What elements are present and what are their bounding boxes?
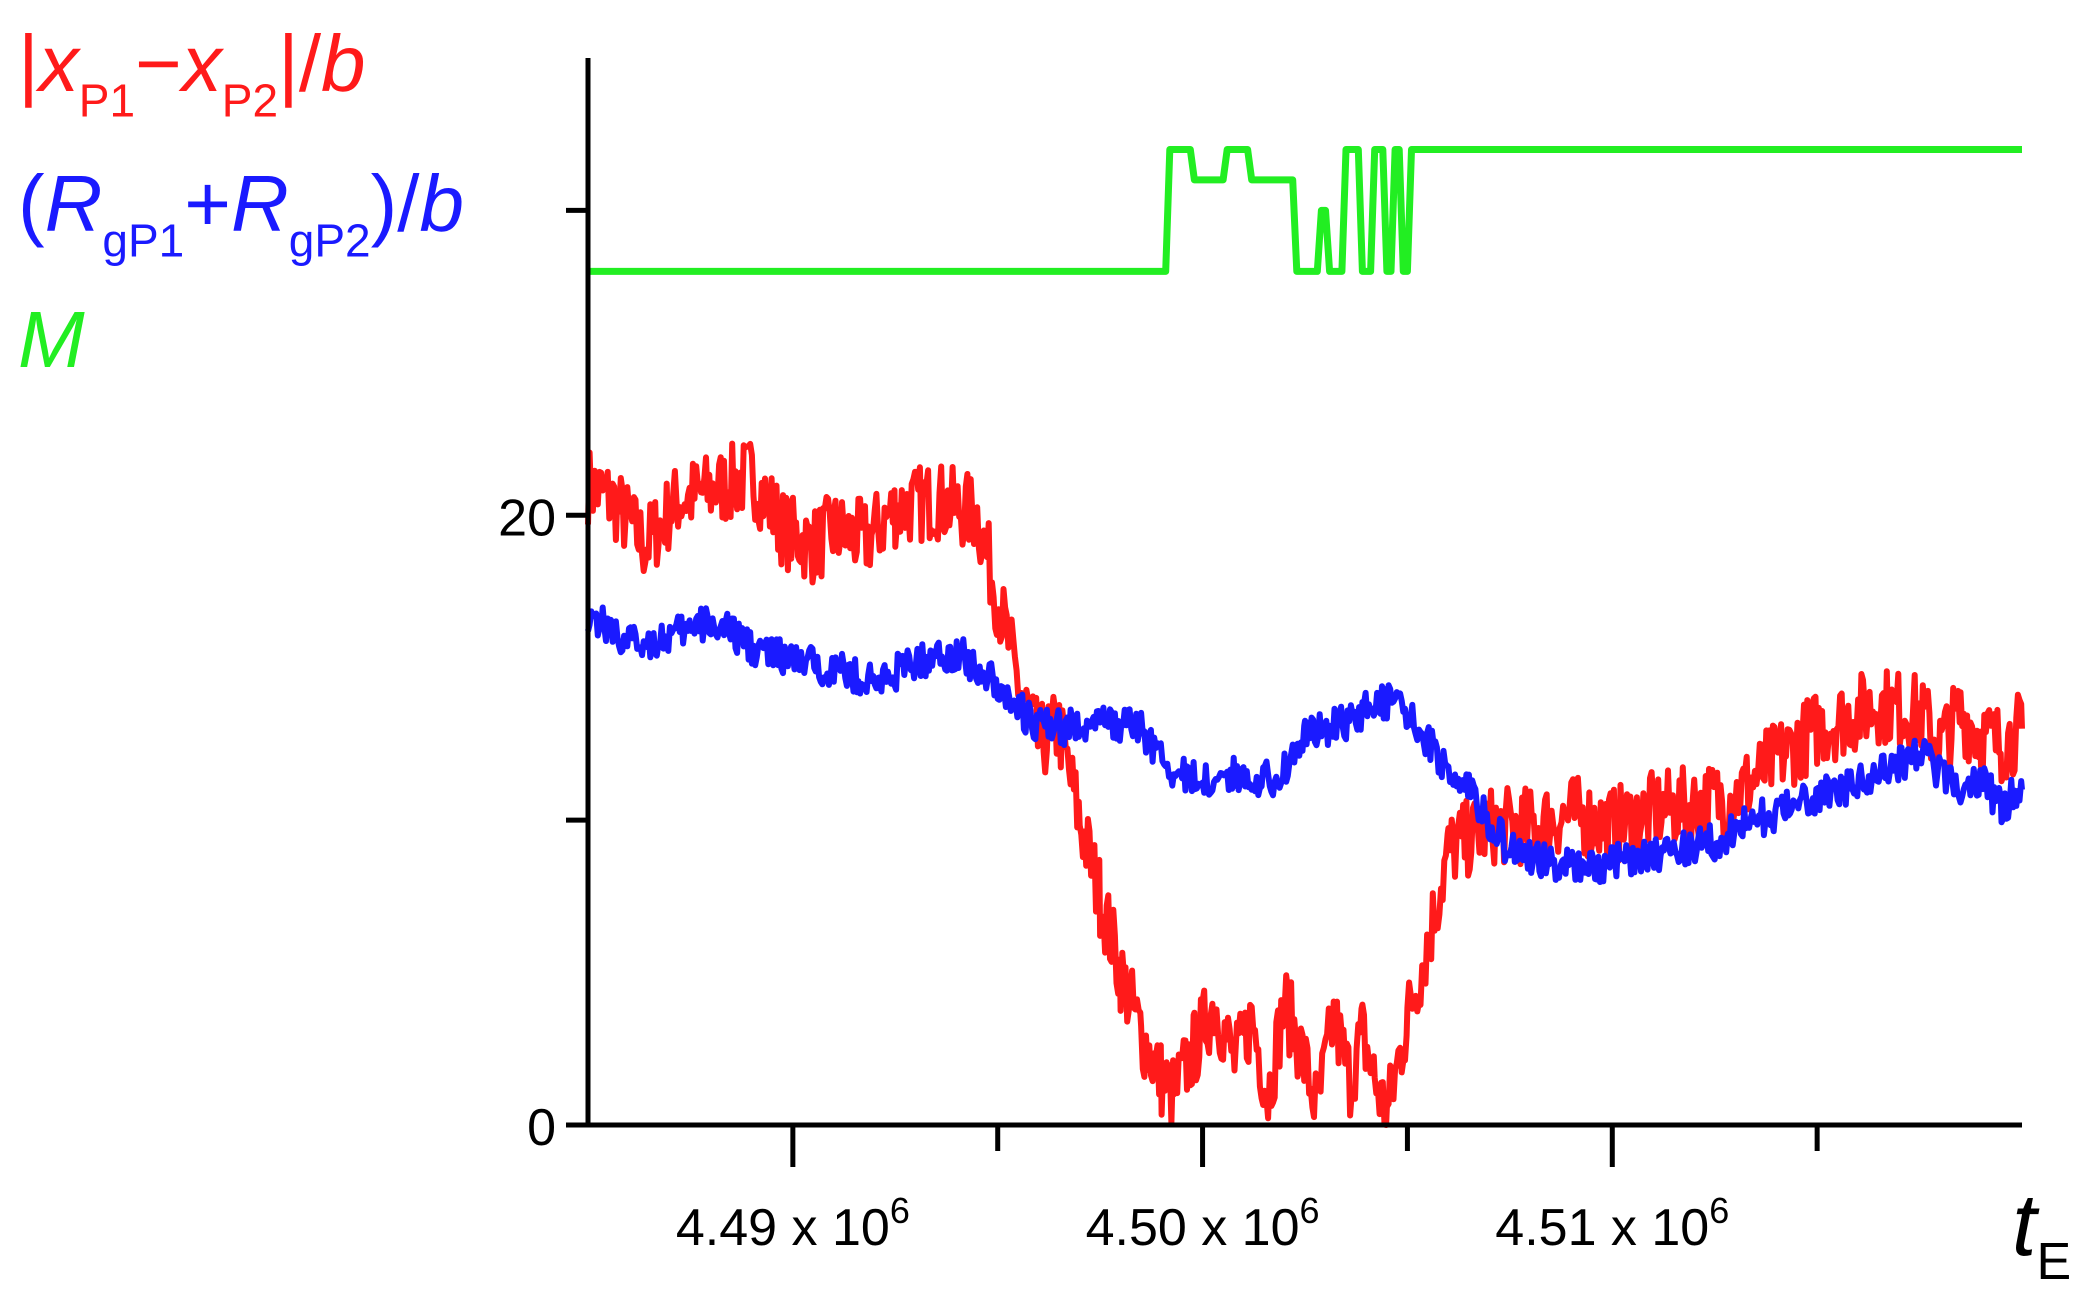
x-tick-label: 4.51 x 106: [1495, 1190, 1729, 1257]
legend-green: M: [18, 295, 85, 384]
x-axis-label: tE: [2012, 1175, 2071, 1291]
series-line-1: [585, 440, 2025, 1128]
series-line-3: [588, 146, 2022, 275]
tick-label-layer: 0 20 4.49 x 106 4.50 x 106 4.51 x 106: [498, 489, 1729, 1257]
axis-layer: [566, 58, 2022, 1167]
series-layer: [585, 146, 2025, 1128]
legend-blue: (RgP1+RgP2)/b: [18, 159, 465, 267]
x-tick-label: 4.50 x 106: [1086, 1190, 1320, 1257]
y-tick-label: 0: [527, 1099, 556, 1157]
x-tick-label: 4.49 x 106: [676, 1190, 910, 1257]
legend-red: |xP1−xP2|/b: [18, 19, 366, 127]
series-line-2: [585, 604, 2025, 885]
y-tick-label: 20: [498, 489, 556, 547]
